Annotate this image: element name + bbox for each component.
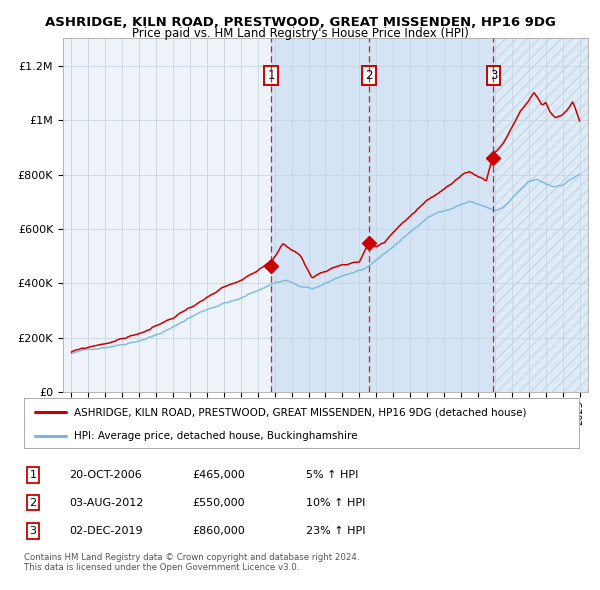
Text: £550,000: £550,000 xyxy=(192,498,245,507)
Text: 02-DEC-2019: 02-DEC-2019 xyxy=(69,526,143,536)
Text: 1: 1 xyxy=(268,69,275,82)
Text: 03-AUG-2012: 03-AUG-2012 xyxy=(69,498,143,507)
Text: Price paid vs. HM Land Registry's House Price Index (HPI): Price paid vs. HM Land Registry's House … xyxy=(131,27,469,40)
Text: 2: 2 xyxy=(29,498,37,507)
Text: ASHRIDGE, KILN ROAD, PRESTWOOD, GREAT MISSENDEN, HP16 9DG: ASHRIDGE, KILN ROAD, PRESTWOOD, GREAT MI… xyxy=(44,16,556,29)
Text: 2: 2 xyxy=(365,69,373,82)
Text: 10% ↑ HPI: 10% ↑ HPI xyxy=(306,498,365,507)
Text: 3: 3 xyxy=(490,69,497,82)
Text: 1: 1 xyxy=(29,470,37,480)
Bar xyxy=(271,38,493,392)
Text: ASHRIDGE, KILN ROAD, PRESTWOOD, GREAT MISSENDEN, HP16 9DG (detached house): ASHRIDGE, KILN ROAD, PRESTWOOD, GREAT MI… xyxy=(74,407,526,417)
Bar xyxy=(493,38,600,392)
Text: £860,000: £860,000 xyxy=(192,526,245,536)
Text: 5% ↑ HPI: 5% ↑ HPI xyxy=(306,470,358,480)
Text: 20-OCT-2006: 20-OCT-2006 xyxy=(69,470,142,480)
Text: Contains HM Land Registry data © Crown copyright and database right 2024.: Contains HM Land Registry data © Crown c… xyxy=(24,553,359,562)
Text: This data is licensed under the Open Government Licence v3.0.: This data is licensed under the Open Gov… xyxy=(24,563,299,572)
Text: HPI: Average price, detached house, Buckinghamshire: HPI: Average price, detached house, Buck… xyxy=(74,431,358,441)
Text: 23% ↑ HPI: 23% ↑ HPI xyxy=(306,526,365,536)
Text: 3: 3 xyxy=(29,526,37,536)
Text: £465,000: £465,000 xyxy=(192,470,245,480)
